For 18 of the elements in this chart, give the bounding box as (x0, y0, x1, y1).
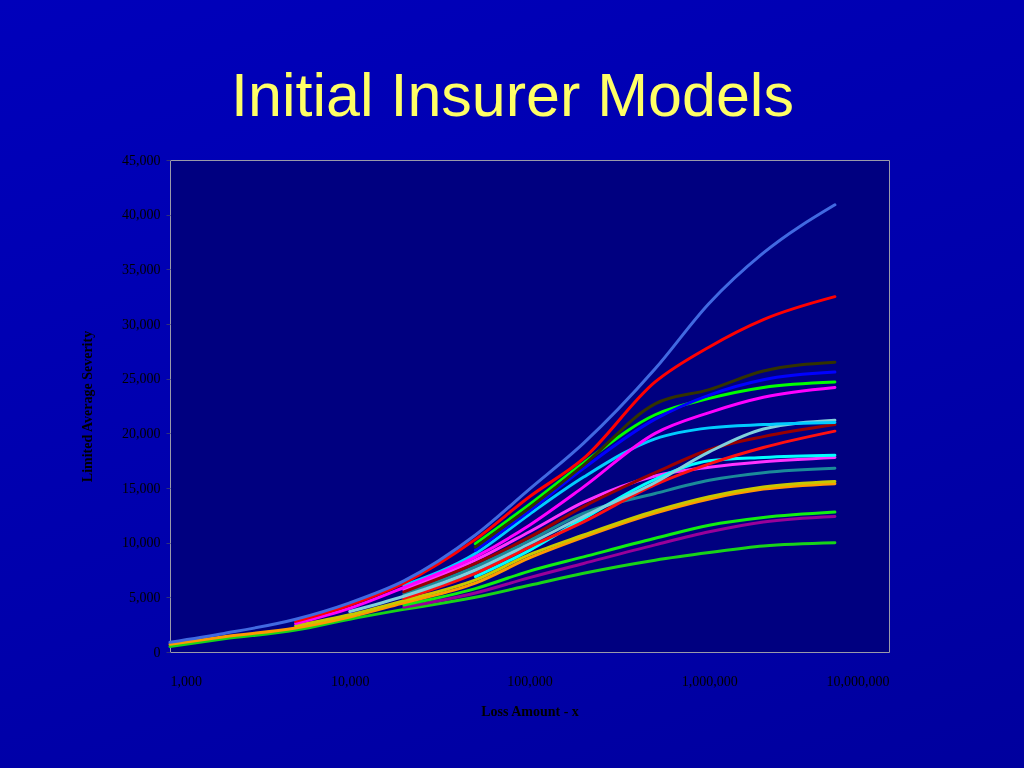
x-tick-label: 1,000,000 (681, 673, 738, 689)
y-tick-label: 0 (153, 644, 161, 660)
y-axis-title: Limited Average Severity (80, 330, 95, 483)
chart-title: Initial Insurer Models (231, 61, 794, 129)
x-tick-label: 10,000 (331, 673, 370, 689)
x-axis-title: Loss Amount - x (481, 703, 579, 719)
y-tick-label: 20,000 (122, 425, 161, 441)
y-tick-label: 25,000 (122, 371, 161, 387)
x-tick-label: 1,000 (170, 673, 202, 689)
y-tick-label: 5,000 (129, 589, 161, 605)
y-tick-label: 30,000 (122, 316, 161, 332)
y-tick-label: 15,000 (122, 480, 161, 496)
x-tick-label: 100,000 (507, 673, 553, 689)
y-tick-label: 45,000 (122, 152, 161, 168)
y-tick-label: 35,000 (122, 261, 161, 277)
y-tick-label: 10,000 (122, 535, 161, 551)
x-tick-label: 10,000,000 (826, 673, 890, 689)
y-tick-label: 40,000 (122, 207, 161, 223)
